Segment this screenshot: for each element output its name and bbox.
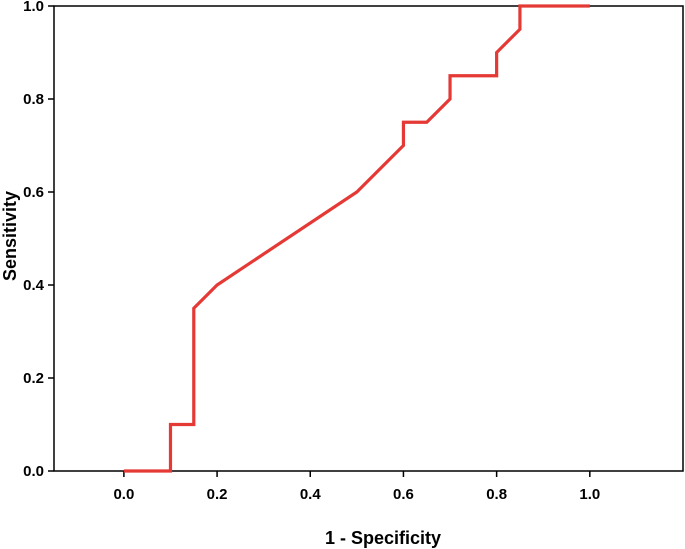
y-tick-label: 0.2 <box>23 370 44 387</box>
x-axis-title: 1 - Specificity <box>325 528 441 548</box>
x-tick-label: 0.2 <box>207 486 228 503</box>
roc-curve-line <box>123 4 590 473</box>
x-tick-label: 0.4 <box>300 486 322 503</box>
y-axis-title: Sensitivity <box>0 191 20 281</box>
x-tick-label: 0.8 <box>486 486 507 503</box>
y-tick-label: 0.4 <box>23 277 45 294</box>
x-tick-label: 1.0 <box>579 486 600 503</box>
y-tick-label: 0.6 <box>23 184 44 201</box>
y-tick-label: 1.0 <box>23 0 44 15</box>
x-tick-label: 0.0 <box>113 486 134 503</box>
y-tick-label: 0.0 <box>23 463 44 480</box>
y-tick-label: 0.8 <box>23 91 44 108</box>
plot-frame <box>53 5 684 472</box>
x-tick-label: 0.6 <box>393 486 414 503</box>
